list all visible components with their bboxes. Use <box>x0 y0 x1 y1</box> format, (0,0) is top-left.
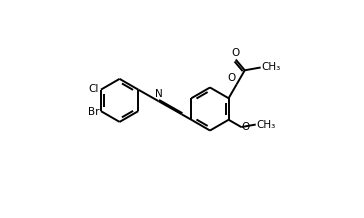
Text: CH₃: CH₃ <box>261 63 281 72</box>
Text: O: O <box>232 48 240 58</box>
Text: Br: Br <box>88 107 99 117</box>
Text: CH₃: CH₃ <box>256 119 276 129</box>
Text: O: O <box>242 122 250 132</box>
Text: Cl: Cl <box>89 83 99 94</box>
Text: O: O <box>228 73 236 83</box>
Text: N: N <box>155 89 162 99</box>
